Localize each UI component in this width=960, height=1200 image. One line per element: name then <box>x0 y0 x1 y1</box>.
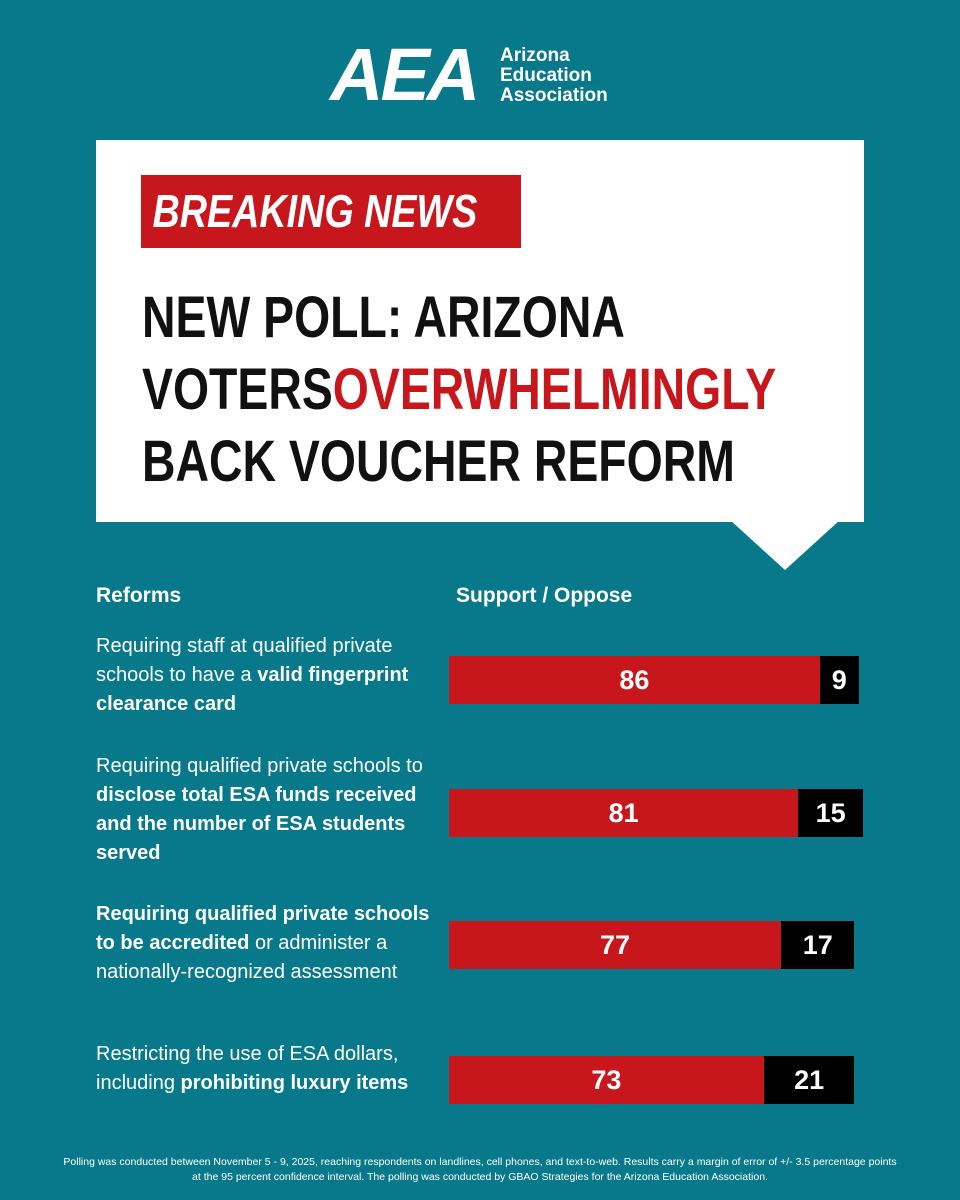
bar-segment: 9 <box>819 656 859 704</box>
logo-name: Arizona Education Association <box>500 46 608 106</box>
reform-label: Requiring qualified private schools to d… <box>96 752 441 868</box>
bar-segment: 77 <box>449 921 782 969</box>
bar-segment: 21 <box>763 1056 855 1104</box>
value-label: 17 <box>802 929 833 960</box>
value-label: 15 <box>815 797 846 828</box>
badge: BREAKING NEWS <box>141 175 521 248</box>
reform-label: Requiring staff at qualified private sch… <box>96 632 441 719</box>
reform-text: Requiring qualified private schools to <box>96 755 423 777</box>
speech-pointer <box>730 520 840 570</box>
value-label: 21 <box>794 1064 825 1095</box>
reform-text: prohibiting luxury items <box>180 1072 409 1094</box>
badge-text: BREAKING NEWS <box>152 185 478 237</box>
bar-segment: 15 <box>798 789 863 837</box>
headline-run: OVERWHELMINGLY <box>332 357 776 422</box>
reform-text: valid fingerprint clearance card <box>96 664 409 715</box>
bar-segment: 86 <box>449 656 820 704</box>
value-label: 86 <box>619 664 650 695</box>
column-header: Reforms <box>96 584 182 607</box>
column-header: Support / Oppose <box>456 584 633 607</box>
reform-text: Requiring qualified private schools to b… <box>96 903 430 954</box>
logo-mark: AEA <box>330 33 480 116</box>
logo-line: Education <box>500 65 592 86</box>
value-label: 81 <box>608 797 639 828</box>
logo-line: Arizona <box>500 45 570 66</box>
reform-text: Restricting the use of ESA dollars, incl… <box>96 1043 399 1094</box>
headline: NEW POLL: ARIZONA VOTERSOVERWHELMINGLY B… <box>142 282 838 498</box>
bar-segment: 81 <box>449 789 799 837</box>
headline-run: BACK VOUCHER REFORM <box>142 429 735 494</box>
bar-segment: 73 <box>449 1056 764 1104</box>
reform-text: or administer a nationally-recognized as… <box>96 932 398 983</box>
value-label: 9 <box>831 664 847 695</box>
reform-label: Requiring qualified private schools to b… <box>96 900 441 987</box>
value-label: 73 <box>591 1064 622 1095</box>
reform-text: Requiring staff at qualified private sch… <box>96 635 393 686</box>
reform-label: Restricting the use of ESA dollars, incl… <box>96 1040 441 1098</box>
footnote: Polling was conducted between November 5… <box>63 1156 897 1183</box>
bar-segment: 17 <box>781 921 855 969</box>
value-label: 77 <box>600 929 631 960</box>
headline-run: NEW POLL: ARIZONA VOTERS <box>142 285 624 422</box>
reform-text: disclose total ESA funds received and th… <box>96 784 417 864</box>
logo-line: Association <box>500 85 608 106</box>
